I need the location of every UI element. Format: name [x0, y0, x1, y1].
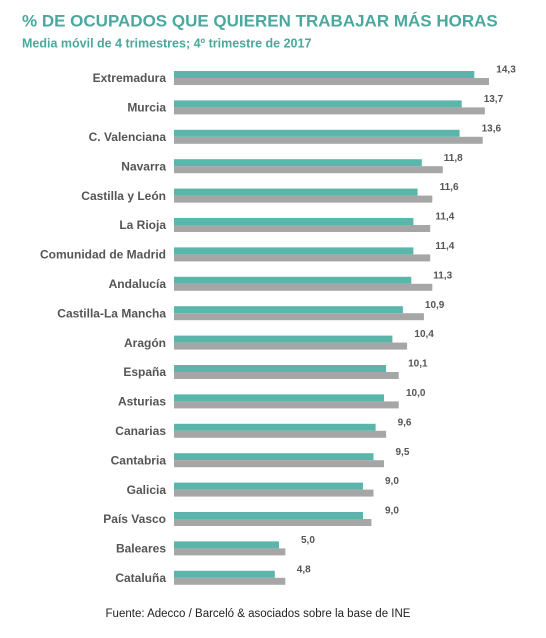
value-label: 5,0 — [301, 535, 315, 546]
value-label: 10,1 — [408, 359, 428, 370]
value-label: 9,0 — [385, 506, 399, 517]
category-label: Asturias — [118, 395, 166, 409]
bar — [174, 136, 483, 144]
bar — [174, 335, 393, 343]
value-label: 9,0 — [385, 476, 399, 487]
bar — [174, 283, 433, 291]
bar — [174, 254, 431, 262]
bar — [174, 78, 489, 85]
bar — [174, 107, 485, 115]
value-label: 11,3 — [433, 270, 452, 281]
value-label: 9,6 — [398, 417, 412, 428]
bar — [174, 372, 399, 379]
category-label: Baleares — [116, 542, 166, 556]
category-label: Andalucía — [109, 277, 167, 291]
bar — [174, 519, 372, 526]
value-label: 14,3 — [496, 65, 516, 76]
bar — [174, 489, 374, 497]
bar — [174, 401, 399, 409]
value-label: 11,6 — [440, 182, 459, 193]
value-label: 10,0 — [406, 388, 426, 399]
chart-title: % DE OCUPADOS QUE QUIEREN TRABAJAR MÁS H… — [22, 11, 498, 30]
bar — [174, 482, 363, 490]
value-label: 10,9 — [425, 300, 445, 311]
value-label: 13,7 — [484, 94, 504, 105]
bar — [174, 306, 403, 314]
bar — [174, 225, 431, 232]
value-label: 4,8 — [297, 564, 311, 575]
category-label: España — [123, 365, 166, 379]
bar — [174, 423, 376, 431]
category-label: Castilla-La Mancha — [57, 306, 166, 320]
category-label: Navarra — [121, 159, 166, 173]
category-label: Cataluña — [115, 571, 166, 585]
bar — [174, 512, 363, 519]
value-label: 10,4 — [414, 329, 434, 340]
bar — [174, 100, 462, 108]
category-label: Aragón — [124, 336, 166, 350]
bar — [174, 453, 374, 461]
value-label: 11,4 — [435, 241, 454, 252]
bar — [174, 188, 418, 196]
chart-subtitle: Media móvil de 4 trimestres; 4º trimestr… — [22, 36, 311, 50]
category-label: Castilla y León — [81, 189, 166, 203]
bar — [174, 159, 422, 167]
value-label: 11,8 — [444, 153, 463, 164]
bar — [174, 313, 424, 321]
category-label: Canarias — [115, 424, 166, 438]
category-label: Murcia — [127, 101, 166, 115]
category-label: Cantabria — [111, 453, 167, 467]
category-label: País Vasco — [103, 512, 166, 526]
value-label: 11,4 — [435, 212, 454, 223]
bar — [174, 365, 387, 372]
category-label: La Rioja — [119, 218, 166, 232]
bar — [174, 218, 414, 225]
bar — [174, 570, 275, 578]
category-label: C. Valenciana — [89, 130, 167, 144]
bar — [174, 195, 433, 203]
bar — [174, 394, 384, 402]
bar — [174, 541, 279, 549]
value-label: 13,6 — [482, 123, 502, 134]
source-note: Fuente: Adecco / Barceló & asociados sob… — [106, 608, 411, 620]
category-label: Galicia — [127, 483, 167, 497]
bar — [174, 71, 475, 78]
bar — [174, 276, 412, 284]
value-label: 9,5 — [396, 447, 410, 458]
bar — [174, 342, 408, 350]
bar — [174, 129, 460, 137]
bar — [174, 430, 387, 438]
bar — [174, 247, 414, 255]
bar — [174, 460, 384, 468]
bar — [174, 577, 286, 585]
bar — [174, 548, 286, 556]
category-label: Extremadura — [93, 71, 167, 85]
bar — [174, 166, 443, 174]
category-label: Comunidad de Madrid — [40, 248, 166, 262]
